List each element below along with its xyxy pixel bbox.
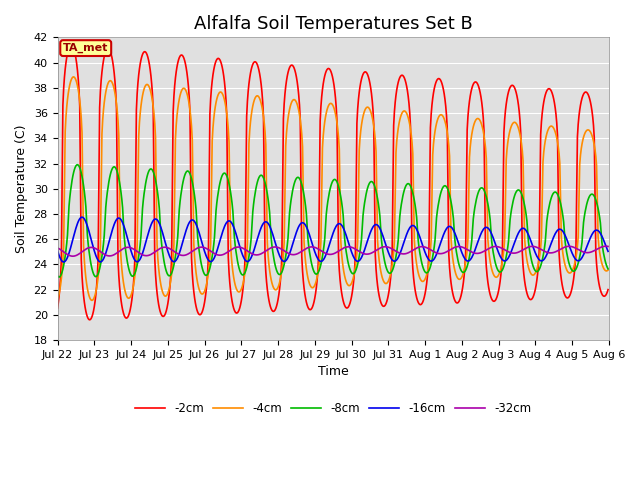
-8cm <box>604 266 612 272</box>
Title: Alfalfa Soil Temperatures Set B: Alfalfa Soil Temperatures Set B <box>194 15 472 33</box>
-32cm <box>121 245 129 251</box>
-2cm <box>63 50 71 56</box>
-16cm <box>78 214 86 220</box>
X-axis label: Time: Time <box>318 365 349 379</box>
-8cm <box>122 248 129 253</box>
-4cm <box>54 297 61 302</box>
-16cm <box>178 243 186 249</box>
Text: TA_met: TA_met <box>63 43 108 53</box>
-2cm <box>86 317 93 323</box>
-8cm <box>65 218 72 224</box>
-32cm <box>177 252 185 258</box>
Line: -16cm: -16cm <box>58 217 608 262</box>
Y-axis label: Soil Temperature (C): Soil Temperature (C) <box>15 124 28 253</box>
-4cm <box>122 290 129 296</box>
-8cm <box>417 258 425 264</box>
-2cm <box>417 301 425 307</box>
-4cm <box>207 241 214 247</box>
-16cm <box>417 238 425 244</box>
-2cm <box>67 42 75 48</box>
-16cm <box>122 229 129 235</box>
-8cm <box>74 162 81 168</box>
-32cm <box>604 243 612 249</box>
-16cm <box>604 249 612 254</box>
Legend: -2cm, -4cm, -8cm, -16cm, -32cm: -2cm, -4cm, -8cm, -16cm, -32cm <box>131 397 536 420</box>
-4cm <box>401 108 409 114</box>
-16cm <box>60 259 67 265</box>
-4cm <box>88 298 96 303</box>
-4cm <box>70 74 77 80</box>
-32cm <box>602 243 609 249</box>
Line: -32cm: -32cm <box>58 246 608 256</box>
-2cm <box>401 77 409 83</box>
-16cm <box>207 259 214 264</box>
-4cm <box>178 88 186 94</box>
-2cm <box>207 96 214 102</box>
Line: -4cm: -4cm <box>58 77 608 300</box>
-8cm <box>401 185 409 191</box>
-16cm <box>401 236 409 241</box>
-4cm <box>63 96 71 102</box>
-4cm <box>604 267 612 273</box>
Line: -2cm: -2cm <box>58 45 608 320</box>
-32cm <box>63 252 71 257</box>
Line: -8cm: -8cm <box>58 165 608 277</box>
-2cm <box>54 305 61 311</box>
-16cm <box>54 248 61 253</box>
-2cm <box>604 287 612 292</box>
-32cm <box>401 251 408 257</box>
-16cm <box>65 252 72 258</box>
-8cm <box>54 273 61 279</box>
-32cm <box>417 244 424 250</box>
-8cm <box>207 262 214 268</box>
-2cm <box>122 315 129 321</box>
-32cm <box>69 253 77 259</box>
-32cm <box>206 248 214 253</box>
-4cm <box>417 278 425 284</box>
-8cm <box>55 274 63 280</box>
-8cm <box>178 187 186 193</box>
-32cm <box>54 245 61 251</box>
-2cm <box>178 52 186 58</box>
